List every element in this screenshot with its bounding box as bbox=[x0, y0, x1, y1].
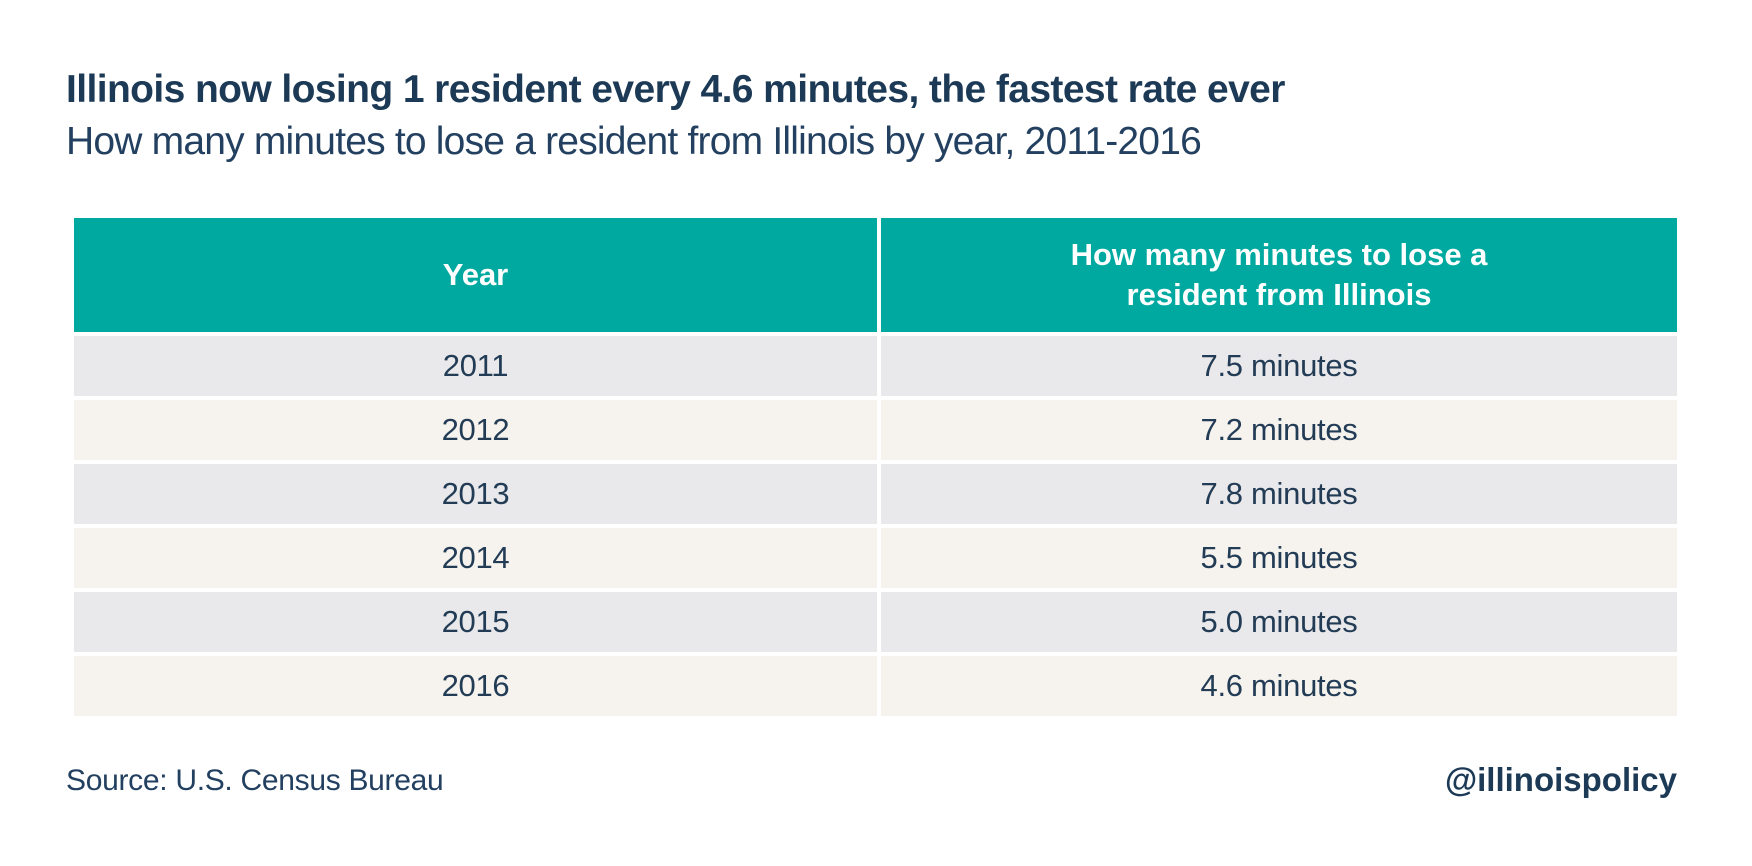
minutes-cell: 7.2 minutes bbox=[881, 400, 1677, 460]
minutes-cell: 5.0 minutes bbox=[881, 592, 1677, 652]
year-cell: 2014 bbox=[74, 528, 877, 588]
minutes-cell: 7.8 minutes bbox=[881, 464, 1677, 524]
year-cell: 2015 bbox=[74, 592, 877, 652]
page-subtitle: How many minutes to lose a resident from… bbox=[66, 120, 1202, 163]
page-title: Illinois now losing 1 resident every 4.6… bbox=[66, 68, 1285, 111]
data-table: Year How many minutes to lose a resident… bbox=[74, 218, 1677, 716]
minutes-cell: 4.6 minutes bbox=[881, 656, 1677, 716]
minutes-cell: 5.5 minutes bbox=[881, 528, 1677, 588]
twitter-handle: @illinoispolicy bbox=[1444, 761, 1677, 798]
source-note: Source: U.S. Census Bureau bbox=[66, 764, 444, 797]
year-cell: 2011 bbox=[74, 336, 877, 396]
year-cell: 2013 bbox=[74, 464, 877, 524]
minutes-cell: 7.5 minutes bbox=[881, 336, 1677, 396]
year-cell: 2016 bbox=[74, 656, 877, 716]
year-cell: 2012 bbox=[74, 400, 877, 460]
column-header-minutes-label: How many minutes to lose a resident from… bbox=[1070, 237, 1488, 312]
column-header-year-label: Year bbox=[442, 257, 509, 293]
column-header-year: Year bbox=[74, 218, 877, 332]
column-header-minutes: How many minutes to lose a resident from… bbox=[881, 218, 1677, 332]
